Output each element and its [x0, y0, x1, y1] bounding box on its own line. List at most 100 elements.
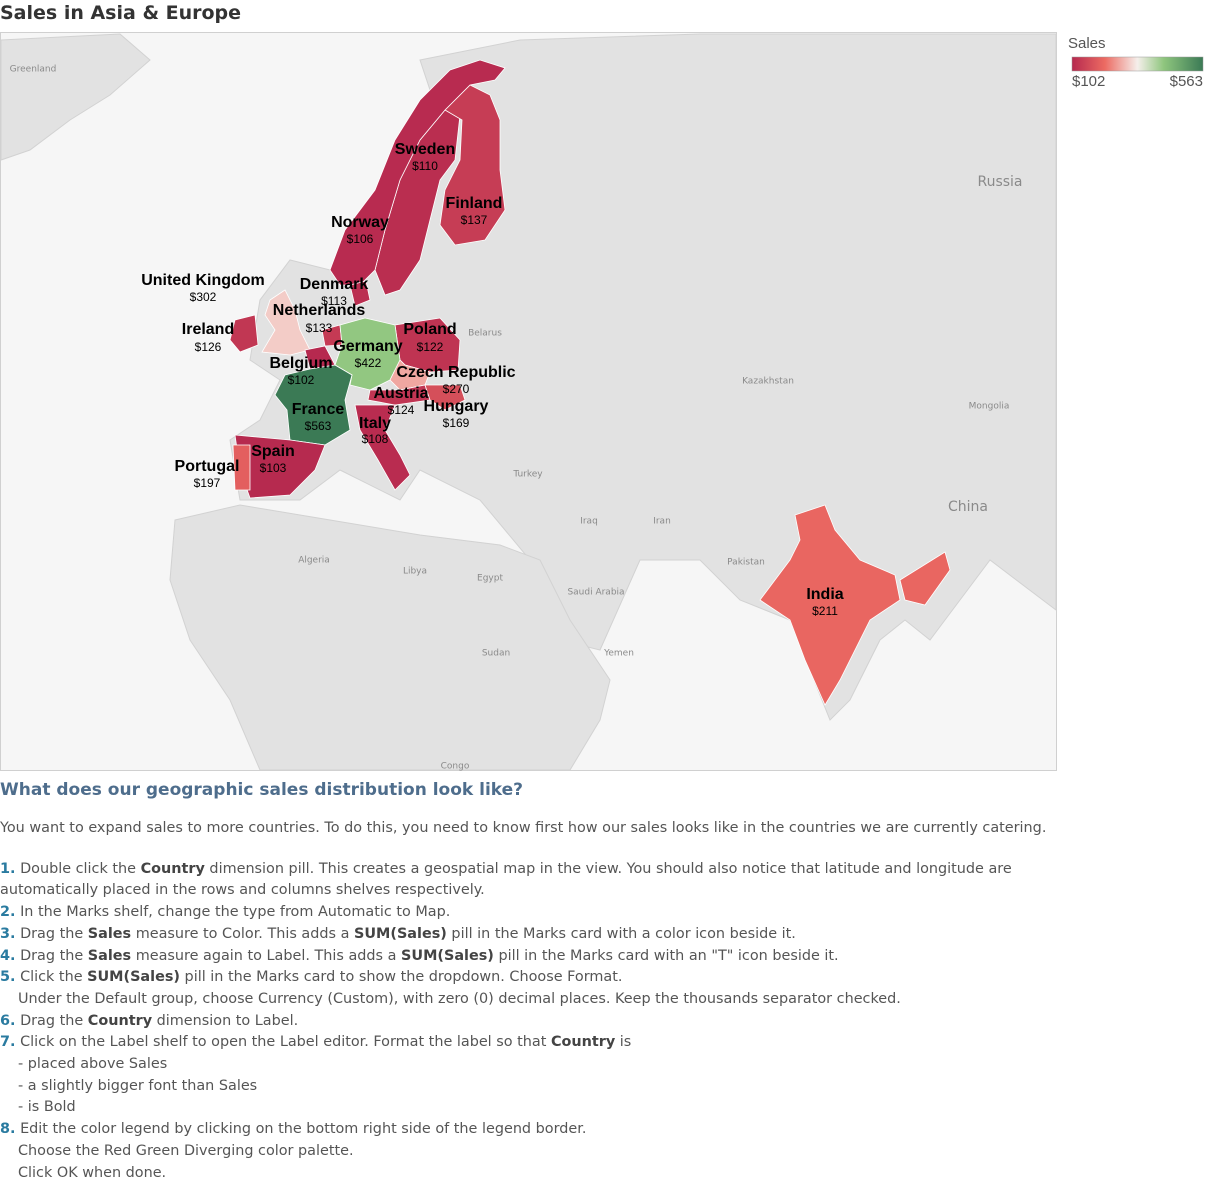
place-label: Yemen [603, 649, 634, 659]
country-name: Norway [331, 214, 389, 231]
background-labels: Greenland Russia Belarus Kazakhstan Mongolia… [10, 65, 1023, 772]
country-sales: $110 [412, 159, 438, 173]
text: dimension to Label. [152, 1012, 299, 1029]
step: 2. In the Marks shelf, change the type f… [0, 902, 1060, 924]
country-name: India [806, 586, 843, 603]
place-label: Kazakhstan [742, 377, 794, 387]
text: measure to Color. This adds a [131, 925, 354, 942]
step-line: Under the Default group, choose Currency… [0, 989, 1060, 1011]
country-shape[interactable] [759, 504, 951, 706]
text: Click OK when done. [18, 1164, 167, 1181]
text: dimension pill. This creates a geospatia… [0, 860, 1012, 899]
place-label: Congo [441, 762, 470, 772]
step: 3. Drag the Sales measure to Color. This… [0, 924, 1060, 946]
country-name: France [292, 401, 345, 418]
text: - is Bold [18, 1099, 76, 1116]
step-line: 8. Edit the color legend by clicking on … [0, 1119, 1060, 1141]
bold-text: Country [140, 860, 205, 877]
country-name: Austria [373, 385, 428, 402]
africa [169, 504, 611, 771]
bold-text: Country [87, 1012, 153, 1029]
country-sales: $108 [362, 432, 389, 446]
country-name: Spain [251, 443, 295, 460]
country-name: Poland [403, 321, 456, 338]
country-name: United Kingdom [141, 272, 265, 289]
legend-gradient[interactable] [1071, 56, 1204, 72]
place-label: Mongolia [969, 402, 1010, 412]
country-sales: $133 [306, 321, 333, 335]
step: 7. Click on the Label shelf to open the … [0, 1032, 1060, 1119]
bold-text: SUM(Sales) [401, 947, 494, 964]
place-label: China [948, 499, 988, 515]
country-name: Sweden [395, 141, 455, 158]
text: pill in the Marks card with an "T" icon … [493, 947, 839, 964]
bold-text: SUM(Sales) [354, 925, 447, 942]
text: Drag the [20, 1012, 88, 1029]
country-shape[interactable] [439, 84, 506, 246]
place-label: Russia [977, 174, 1022, 190]
step-line: 7. Click on the Label shelf to open the … [0, 1032, 1060, 1054]
text: measure again to Label. This adds a [131, 947, 402, 964]
place-label: Algeria [298, 556, 330, 566]
step-line: 3. Drag the Sales measure to Color. This… [0, 924, 1060, 946]
step-line: 5. Click the SUM(Sales) pill in the Mark… [0, 967, 1060, 989]
country-sales: $169 [443, 416, 470, 430]
country-name: Netherlands [273, 302, 366, 319]
text: Choose the Red Green Diverging color pal… [18, 1142, 354, 1159]
country-sales: $124 [388, 403, 415, 417]
step-line: 4. Drag the Sales measure again to Label… [0, 946, 1060, 968]
step: 8. Edit the color legend by clicking on … [0, 1119, 1060, 1184]
step-line: - placed above Sales [0, 1054, 1060, 1076]
place-label: Sudan [482, 649, 510, 659]
place-label: Iran [653, 517, 671, 527]
country-shape[interactable] [349, 280, 371, 307]
country-sales: $563 [305, 419, 332, 433]
country-shape[interactable] [261, 289, 311, 356]
text: Double click the [20, 860, 141, 877]
step-line: - a slightly bigger font than Sales [0, 1076, 1060, 1098]
instructions-heading: What does our geographic sales distribut… [0, 780, 524, 800]
country-sales: $137 [461, 213, 488, 227]
dashboard-title: Sales in Asia & Europe [0, 2, 242, 24]
country-sales: $270 [443, 382, 470, 396]
step-number: 7. [0, 1034, 16, 1051]
country-shape[interactable] [424, 384, 466, 411]
step-line: 2. In the Marks shelf, change the type f… [0, 902, 1060, 924]
country-sales: $113 [321, 294, 347, 308]
step-number: 4. [0, 947, 16, 964]
step-line: Choose the Red Green Diverging color pal… [0, 1141, 1060, 1163]
legend-min-label: $102 [1072, 73, 1105, 90]
place-label: Pakistan [727, 558, 765, 568]
bold-text: Sales [87, 925, 132, 942]
step-line: Click OK when done. [0, 1163, 1060, 1185]
country-labels: Sweden$110 Finland$137 Norway$106 United Ki… [141, 141, 844, 618]
country-sales: $106 [347, 232, 374, 246]
countries [229, 59, 951, 706]
legend-max-label: $563 [1170, 73, 1203, 90]
map: Greenland Russia Belarus Kazakhstan Mongolia… [0, 32, 1204, 772]
country-sales: $422 [355, 356, 382, 370]
instructions: What does our geographic sales distribut… [0, 776, 1060, 1184]
step-number: 3. [0, 925, 16, 942]
country-shape[interactable] [329, 59, 506, 286]
country-shape[interactable] [354, 404, 411, 491]
bold-text: SUM(Sales) [87, 969, 180, 986]
step: 4. Drag the Sales measure again to Label… [0, 946, 1060, 968]
text: - a slightly bigger font than Sales [18, 1077, 258, 1094]
place-label: Greenland [10, 65, 57, 75]
text: pill in the Marks card to show the dropd… [179, 969, 623, 986]
country-name: Hungary [424, 398, 489, 415]
text: pill in the Marks card with a color icon… [446, 925, 796, 942]
country-name: Finland [446, 195, 503, 212]
country-shape[interactable] [232, 444, 251, 491]
legend-title: Sales [1068, 35, 1106, 52]
country-name: Ireland [182, 321, 234, 338]
country-name: Denmark [300, 276, 369, 293]
step-number: 2. [0, 904, 16, 921]
place-label: Iraq [580, 517, 598, 527]
step-line: 6. Drag the Country dimension to Label. [0, 1011, 1060, 1033]
bold-text: Sales [87, 947, 132, 964]
step-number: 5. [0, 969, 16, 986]
country-shape[interactable] [274, 364, 353, 446]
country-shape[interactable] [229, 314, 259, 353]
